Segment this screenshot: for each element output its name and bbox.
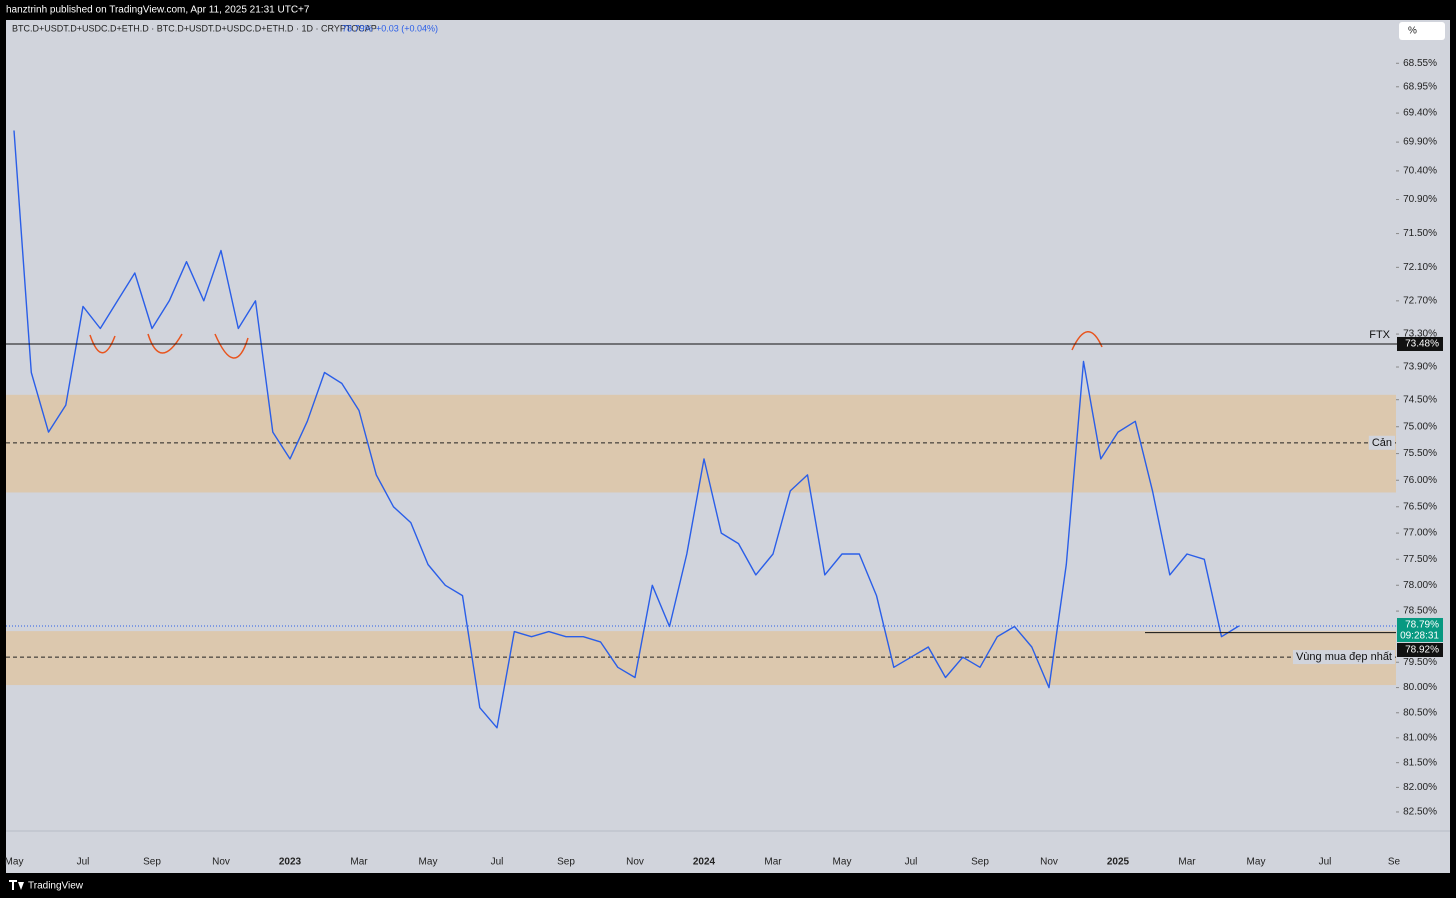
arc [214,333,249,359]
y-tick-label: 78.00% [1403,580,1437,591]
x-tick-label: Mar [350,857,368,868]
y-tick-label: 70.40% [1403,166,1437,177]
y-tick-label: 75.50% [1403,448,1437,459]
x-tick-label: Jul [905,857,918,868]
level-tag-label: 73.48% [1405,339,1439,350]
y-tick-label: 71.50% [1403,228,1437,239]
zone [6,631,1396,686]
y-tick-label: 73.90% [1403,362,1437,373]
arc [89,334,116,354]
countdown: 09:28:31 [1400,631,1439,642]
x-tick-label: Jul [77,857,90,868]
x-tick-label: Nov [1040,857,1058,868]
y-tick-label: 76.50% [1403,501,1437,512]
last-price: 78.79% [342,23,373,33]
y-tick-label: 77.50% [1403,554,1437,565]
x-tick-label: 2024 [693,857,716,868]
level-name: FTX [1369,329,1390,341]
zone-label-bg [1292,650,1395,665]
price-line [13,130,1240,729]
annotation-arcs [89,331,1103,359]
x-tick-label: May [833,857,852,868]
x-tick-label: Sep [143,857,161,868]
zone-label: Cản [1372,437,1392,449]
zone-label: Vùng mua đẹp nhất [1296,651,1392,663]
tv-logo [9,880,24,890]
x-tick-label: 2025 [1107,857,1130,868]
symbol: BTC.D+USDT.D+USDC.D+ETH.D · BTC.D+USDT.D… [12,23,377,33]
last-price-tag [1397,617,1443,642]
y-tick-label: 76.00% [1403,475,1437,486]
publisher: hanztrinh published on TradingView.com, … [6,5,310,16]
last-price-tag-label: 78.79% [1405,620,1439,631]
zone-label-bg [1368,435,1395,450]
y-tick-label: 80.50% [1403,707,1437,718]
y-tick-label: 68.55% [1403,58,1437,69]
level-tag [1397,336,1443,351]
scale-button-label[interactable]: % [1408,26,1417,37]
x-tick-label: Nov [626,857,644,868]
y-tick-label: 82.50% [1403,807,1437,818]
y-tick-label: 72.10% [1403,262,1437,273]
x-tick-label: Jul [491,857,504,868]
x-tick-label: Sep [971,857,989,868]
arc [1071,331,1103,351]
arc [147,333,183,354]
y-tick-label: 70.90% [1403,194,1437,205]
x-tick-label: Mar [1178,857,1196,868]
y-tick-label: 72.70% [1403,295,1437,306]
y-tick-label: 74.50% [1403,394,1437,405]
plot-area [6,130,1396,729]
y-tick-label: 81.50% [1403,757,1437,768]
brand: TradingView [28,881,84,892]
x-tick-label: May [419,857,438,868]
y-tick-label: 82.00% [1403,782,1437,793]
y-tick-label: 81.00% [1403,732,1437,743]
x-tick-label: Sep [557,857,575,868]
y-tick-label: 69.90% [1403,137,1437,148]
y-tick-label: 75.00% [1403,421,1437,432]
y-tick-label: 68.95% [1403,81,1437,92]
scale-button[interactable] [1399,22,1445,40]
y-tick-label: 79.50% [1403,657,1437,668]
support-tag-label: 78.92% [1405,645,1439,656]
y-tick-label: 80.00% [1403,682,1437,693]
x-tick-label: Nov [212,857,230,868]
x-tick-label: Se [1388,857,1401,868]
x-tick-label: May [1247,857,1266,868]
x-tick-label: Mar [764,857,782,868]
y-tick-label: 78.50% [1403,606,1437,617]
support-tag [1397,642,1443,657]
price-change: +0.03 (+0.04%) [376,23,438,33]
y-tick-label: 69.40% [1403,108,1437,119]
x-tick-label: Jul [1319,857,1332,868]
y-tick-label: 73.30% [1403,329,1437,340]
y-tick-label: 77.00% [1403,528,1437,539]
x-tick-label: 2023 [279,857,302,868]
x-tick-label: May [5,857,24,868]
